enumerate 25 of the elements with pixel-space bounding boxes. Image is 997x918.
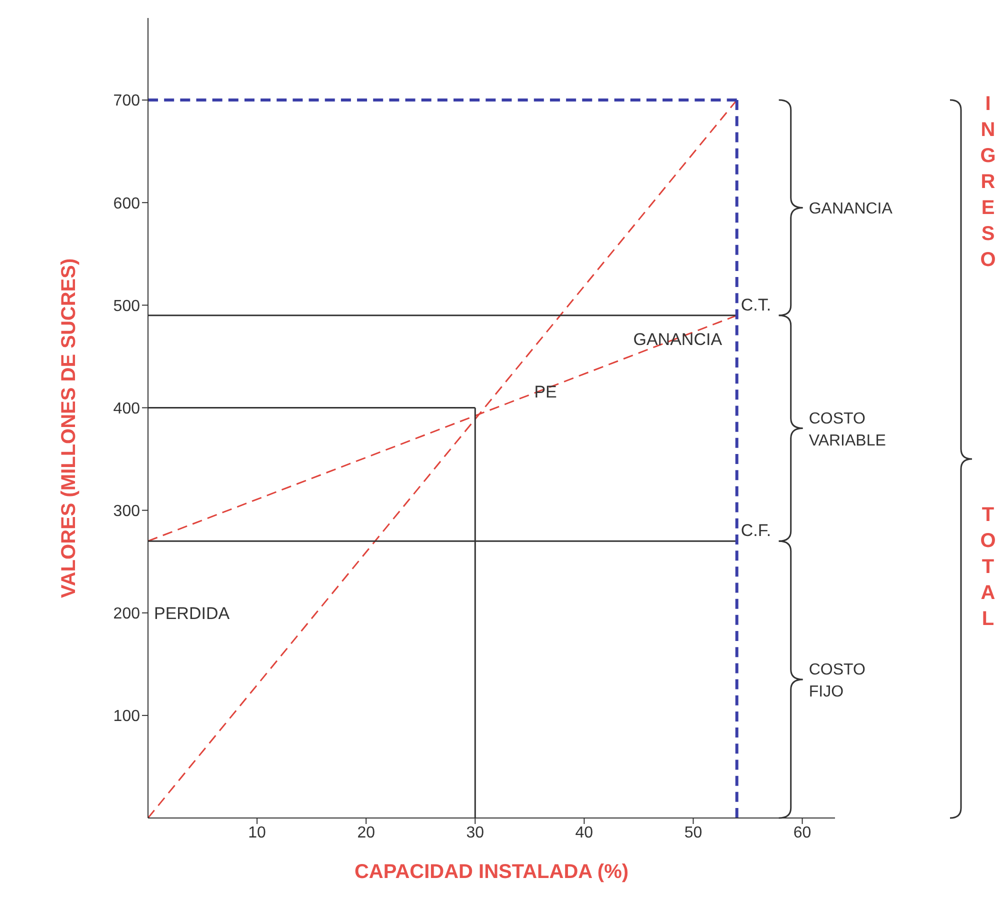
y-axis-title: VALORES (MILLONES DE SUCRES) bbox=[58, 258, 80, 598]
x-tick-label: 10 bbox=[248, 824, 266, 842]
annotation: COSTO FIJO bbox=[808, 662, 866, 701]
text: INGRESO bbox=[980, 93, 996, 272]
y-tick-label: 300 bbox=[113, 502, 140, 520]
y-tick-label: 600 bbox=[113, 195, 140, 212]
annotation: C.T. bbox=[740, 295, 772, 314]
annotation: PE bbox=[534, 382, 557, 402]
annotation: GANANCIA bbox=[633, 330, 723, 350]
x-tick-label: 40 bbox=[575, 824, 594, 842]
text: TOTAL bbox=[980, 504, 996, 630]
annotation: C.F. bbox=[740, 521, 772, 540]
x-tick-label: 60 bbox=[793, 824, 812, 842]
x-tick-label: 50 bbox=[684, 824, 702, 842]
y-tick-label: 400 bbox=[113, 400, 140, 418]
x-axis-title: CAPACIDAD INSTALADA (%) bbox=[354, 861, 629, 883]
annotation: PERDIDA bbox=[154, 604, 230, 623]
annotation: COSTO VARIABLE bbox=[808, 410, 886, 450]
y-tick-label: 700 bbox=[113, 92, 140, 110]
x-tick-label: 20 bbox=[357, 824, 376, 842]
y-tick-label: 200 bbox=[113, 606, 140, 623]
y-tick-label: 500 bbox=[113, 298, 140, 315]
annotation: GANANCIA bbox=[808, 200, 893, 218]
y-tick-label: 100 bbox=[113, 708, 140, 726]
x-tick-label: 30 bbox=[466, 824, 484, 842]
